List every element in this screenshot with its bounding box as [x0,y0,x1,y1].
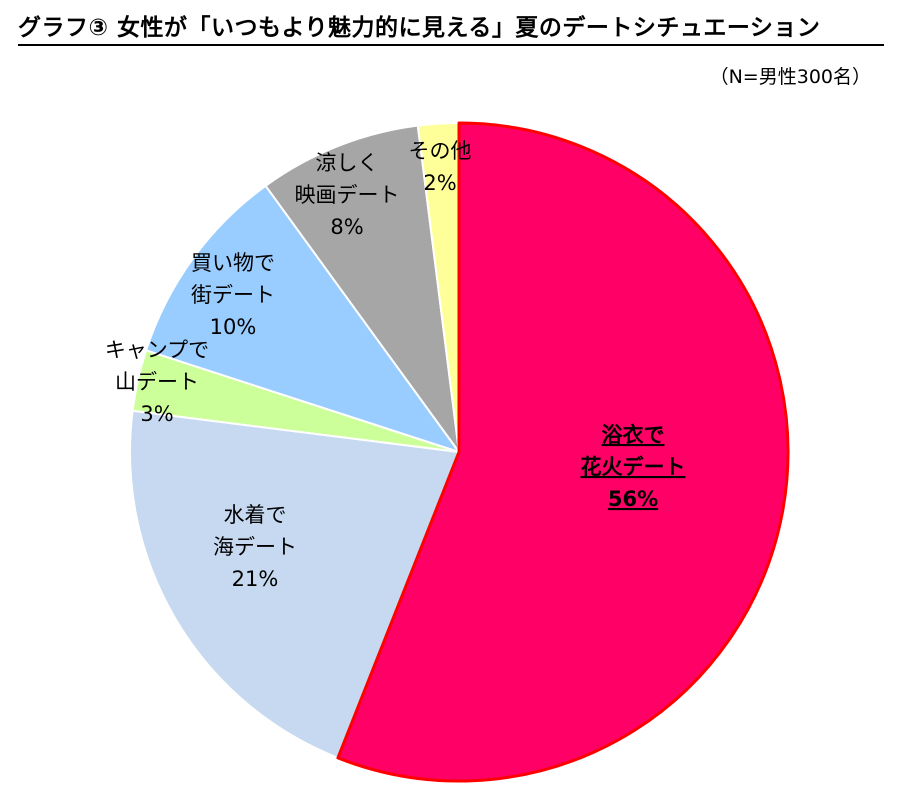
pie-slice-value-0: 56% [608,487,658,511]
pie-slice-label-2-1: 山デート [115,370,199,394]
sample-size-note: （N=男性300名） [709,66,871,88]
pie-slice-label-2-0: キャンプで [105,338,209,362]
pie-slice-1 [129,409,460,759]
pie-slice-value-3: 10% [210,315,257,339]
pie-slice-label-3-0: 買い物で [191,251,275,275]
pie-slice-label-1-0: 水着で [224,503,287,527]
pie-slice-0 [336,121,790,783]
pie-slice-value-5: 2% [423,171,456,195]
pie-slice-4 [264,124,460,453]
pie-slice-label-0-0: 浴衣で [602,423,665,447]
chart-title: グラフ③ 女性が「いつもより魅力的に見える」夏のデートシチュエーション [18,8,884,46]
pie-slice-label-5-0: その他 [409,139,472,163]
pie-slices [129,121,790,783]
pie-slice-3 [145,184,460,453]
pie-slice-label-1-1: 海デート [213,535,297,559]
pie-slice-label-4-0: 涼しく [316,151,379,175]
pie-slice-label-3-1: 街デート [191,283,275,307]
pie-slice-value-4: 8% [330,215,363,239]
pie-slice-label-0-1: 花火デート [581,455,686,479]
pie-slice-value-2: 3% [140,402,173,426]
pie-slice-label-4-1: 映画デート [295,183,400,207]
pie-slice-value-1: 21% [232,567,279,591]
